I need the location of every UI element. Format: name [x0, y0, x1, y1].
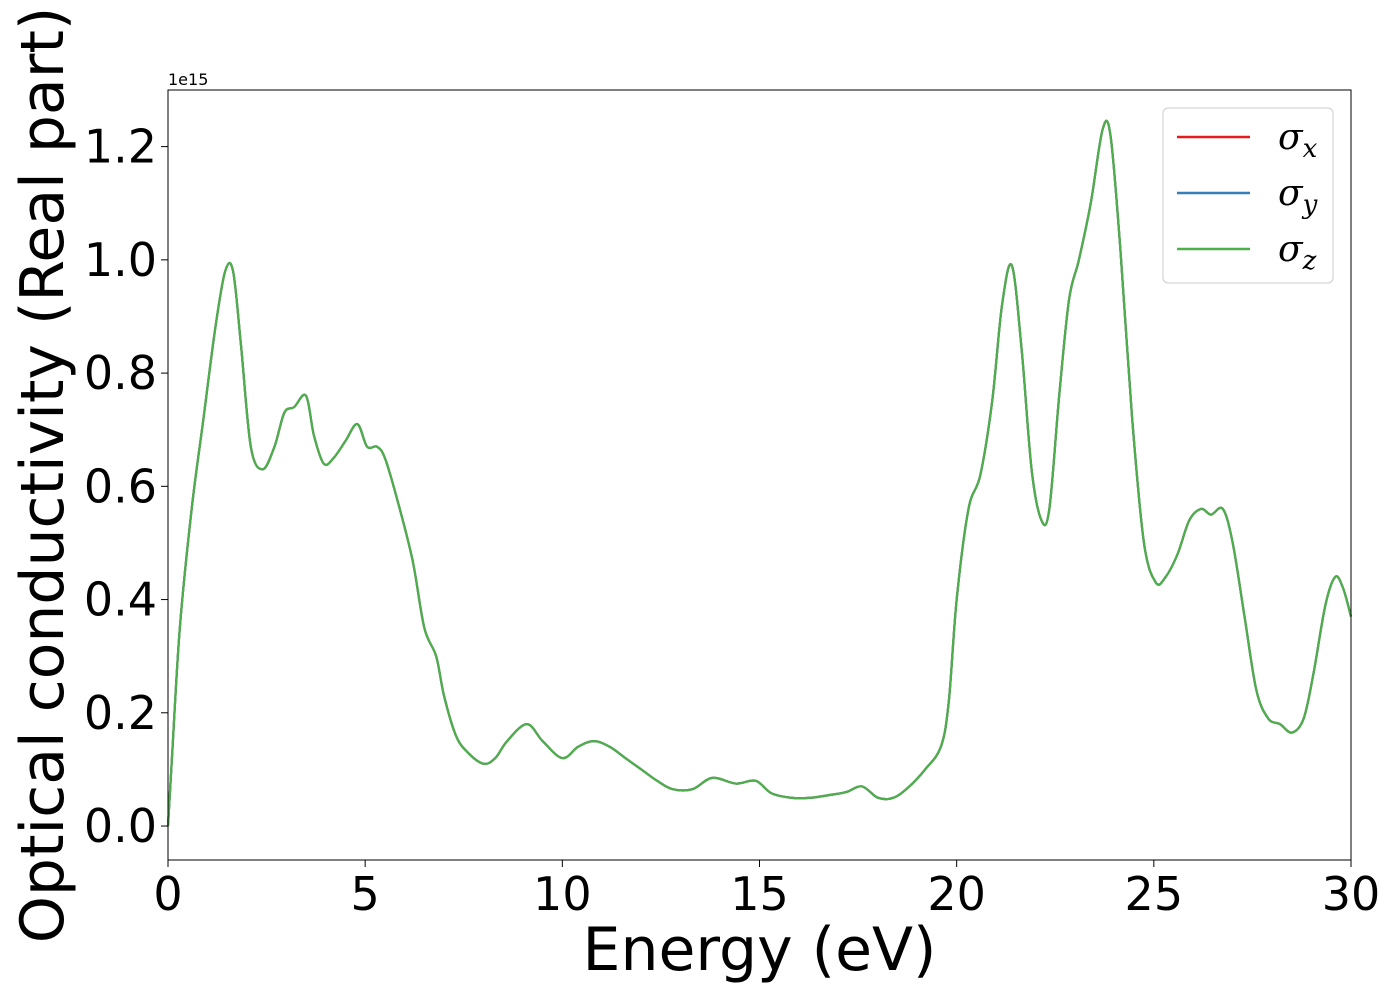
y-tick-label: 0.0 [84, 799, 157, 853]
legend-subscript: x [1303, 134, 1318, 164]
x-tick-label: 30 [1322, 867, 1381, 921]
legend-subscript: z [1302, 246, 1317, 276]
x-tick-label: 5 [351, 867, 380, 921]
y-axis-label: Optical conductivity (Real part) [8, 7, 78, 944]
x-axis-ticks: 0 5 10 15 20 25 30 [153, 860, 1380, 921]
y-offset-label: 1e15 [168, 70, 208, 89]
x-tick-label: 0 [153, 867, 182, 921]
x-axis-label: Energy (eV) [583, 915, 937, 985]
legend-subscript: y [1302, 190, 1318, 220]
x-tick-label: 10 [533, 867, 592, 921]
y-tick-label: 0.2 [84, 686, 157, 740]
x-tick-label: 25 [1125, 867, 1184, 921]
y-axis-ticks: 0.0 0.2 0.4 0.6 0.8 1.0 1.2 [84, 120, 168, 853]
x-tick-label: 20 [927, 867, 986, 921]
legend-symbol: σ [1278, 173, 1304, 214]
series-line-z [166, 119, 1353, 827]
legend-label-x: σx [1278, 117, 1318, 164]
legend-symbol: σ [1278, 229, 1304, 270]
y-tick-label: 0.4 [84, 573, 157, 627]
y-tick-label: 1.2 [84, 120, 157, 174]
x-tick-label: 15 [730, 867, 789, 921]
legend-label-y: σy [1278, 173, 1318, 220]
y-tick-label: 0.6 [84, 459, 157, 513]
y-tick-label: 1.0 [84, 233, 157, 287]
series-layer [166, 119, 1353, 827]
legend-box [1162, 107, 1334, 284]
legend-label-z: σz [1278, 229, 1317, 276]
y-tick-label: 0.8 [84, 346, 157, 400]
legend-symbol: σ [1278, 117, 1304, 158]
